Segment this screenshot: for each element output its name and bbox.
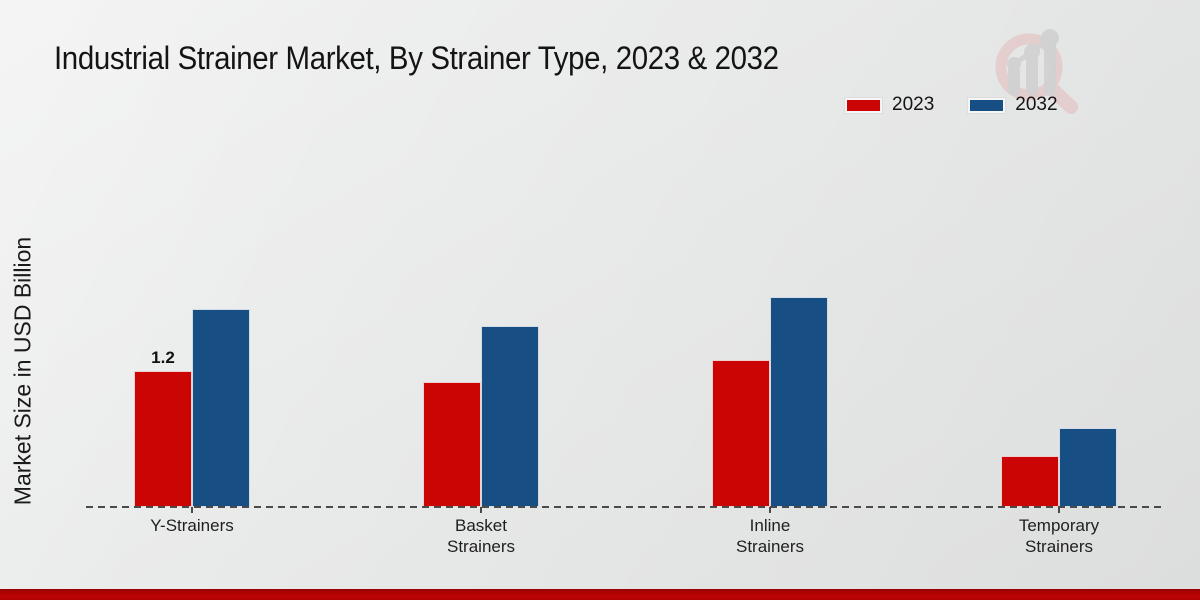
axis-tick [769, 507, 771, 513]
legend-swatch-2032 [968, 97, 1006, 113]
footer-accent-bar [0, 589, 1200, 600]
legend-item-2032: 2032 [968, 94, 1058, 116]
legend-swatch-2023 [845, 97, 882, 113]
legend-label-2023: 2023 [892, 94, 935, 115]
category-label: Inline Strainers [735, 516, 805, 556]
legend: 2023 2032 [845, 94, 1058, 116]
category-label: Y-Strainers [150, 516, 234, 535]
axis-tick [1058, 507, 1060, 513]
legend-item-2023: 2023 [845, 94, 934, 116]
bar-2023-4 [1001, 456, 1059, 507]
bar-2032-1 [192, 309, 250, 507]
bar-2023-3 [712, 360, 770, 507]
magnifier-bar-chart-watermark-icon [995, 29, 1078, 114]
bar-2023-2 [423, 382, 481, 507]
category-label: Temporary Strainers [1018, 516, 1100, 556]
bar-2023-1 [134, 371, 192, 507]
bar-value-label: 1.2 [151, 348, 175, 367]
category-label: Basket Strainers [446, 516, 516, 556]
axis-tick [191, 507, 193, 513]
x-axis-baseline [86, 506, 1163, 508]
legend-label-2032: 2032 [1015, 94, 1058, 115]
chart-title: Industrial Strainer Market, By Strainer … [54, 40, 779, 76]
bar-2032-2 [481, 326, 539, 507]
axis-tick [480, 507, 482, 513]
bar-2032-3 [770, 297, 828, 507]
bar-2032-4 [1059, 428, 1117, 507]
